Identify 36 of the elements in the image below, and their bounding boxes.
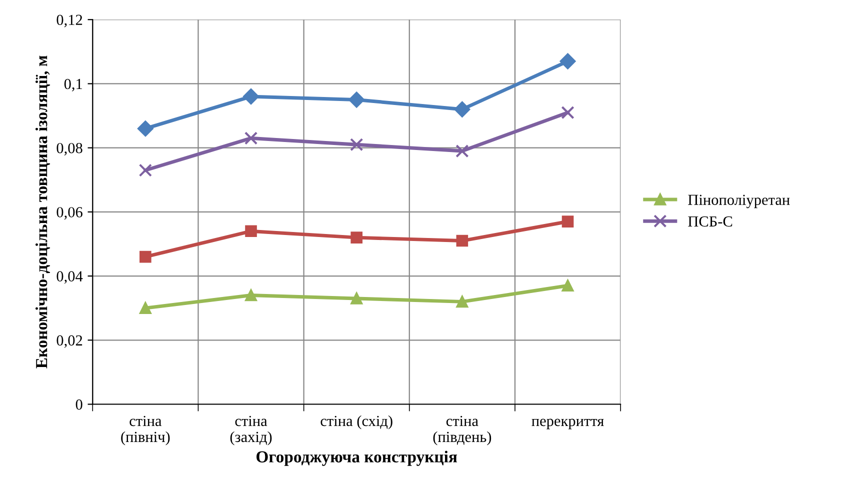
point — [138, 164, 152, 177]
x-tick-label: стіна (південь) — [433, 416, 492, 446]
y-tick-label: 0 — [76, 399, 82, 410]
x-axis-title: Огороджуюча конструкція — [256, 450, 458, 466]
point — [350, 292, 362, 304]
point — [243, 88, 259, 104]
x-tick-label: стіна (північ) — [121, 416, 170, 446]
legend-label: ПСБ-С — [688, 216, 732, 227]
y-tick-label: 0,02 — [56, 335, 82, 348]
point — [245, 225, 257, 238]
point — [454, 101, 470, 118]
point — [244, 132, 258, 145]
point — [562, 280, 574, 292]
y-tick-label: 0,04 — [56, 271, 83, 284]
point — [245, 289, 257, 302]
point — [456, 296, 468, 308]
point — [562, 216, 574, 228]
point — [456, 144, 469, 158]
point — [348, 92, 365, 108]
y-axis-title: Економічно-доцільна товщина ізоляції, м — [35, 56, 50, 368]
point — [137, 120, 154, 137]
y-tick-label: 0,12 — [56, 14, 82, 28]
point — [560, 53, 576, 70]
x-tick-label: стіна (схід) — [320, 415, 392, 430]
y-tick-label: 0,06 — [56, 207, 82, 220]
point — [350, 138, 364, 152]
point — [456, 234, 468, 247]
x-tick-label: перекриття — [532, 418, 604, 430]
point — [350, 232, 362, 244]
legend-label: Пінополіуретан — [688, 194, 790, 208]
point — [140, 302, 152, 314]
point — [561, 106, 574, 120]
point — [140, 250, 152, 263]
y-tick-label: 0,08 — [56, 142, 82, 156]
y-tick-label: 0,1 — [64, 78, 82, 92]
x-tick-label: стіна (захід) — [230, 416, 272, 446]
